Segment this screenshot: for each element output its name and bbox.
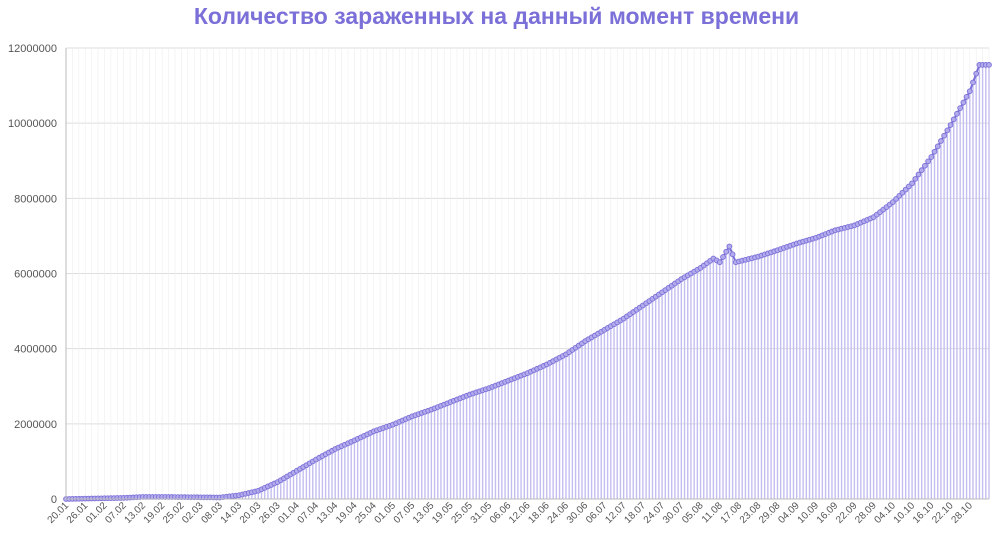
data-point xyxy=(925,158,931,165)
chart-title: Количество зараженных на данный момент в… xyxy=(193,3,800,29)
data-point xyxy=(963,94,970,100)
data-point xyxy=(947,122,954,128)
axes xyxy=(65,48,989,500)
bar-series xyxy=(68,64,990,499)
y-tick-label: 2000000 xyxy=(14,419,57,431)
data-point xyxy=(973,70,980,77)
data-point xyxy=(954,110,960,117)
data-point xyxy=(931,148,938,155)
data-point xyxy=(960,99,967,106)
y-tick-label: 10000000 xyxy=(8,118,57,130)
data-point xyxy=(729,251,736,258)
data-point xyxy=(915,171,922,178)
data-point xyxy=(957,105,964,111)
y-tick-labels: 0 2000000 4000000 6000000 8000000 10000000 120… xyxy=(8,43,57,506)
x-tick-label: 28.10 xyxy=(949,500,975,526)
data-point xyxy=(720,254,726,260)
data-point xyxy=(970,79,976,86)
data-point xyxy=(912,176,919,182)
y-tick-label: 6000000 xyxy=(14,269,57,281)
data-point xyxy=(726,243,733,250)
x-tick-labels: 20.0126.0101.0207.0213.0219.0225.0202.03… xyxy=(46,500,976,526)
y-tick-label: 12000000 xyxy=(8,43,57,55)
data-point xyxy=(966,88,973,95)
data-point xyxy=(922,162,928,169)
x-tick-label: 05.08 xyxy=(680,500,706,526)
data-point xyxy=(944,127,951,134)
y-tick-label: 4000000 xyxy=(14,344,57,356)
y-tick-label: 0 xyxy=(51,494,57,506)
data-point xyxy=(909,180,915,187)
data-point xyxy=(723,248,730,255)
data-point xyxy=(716,259,723,266)
data-point xyxy=(938,138,944,144)
data-point xyxy=(986,62,992,68)
data-point xyxy=(918,167,925,173)
data-point xyxy=(950,116,957,123)
y-tick-label: 8000000 xyxy=(14,193,57,205)
data-point xyxy=(934,143,941,150)
data-point xyxy=(941,132,947,139)
data-point xyxy=(928,154,935,160)
